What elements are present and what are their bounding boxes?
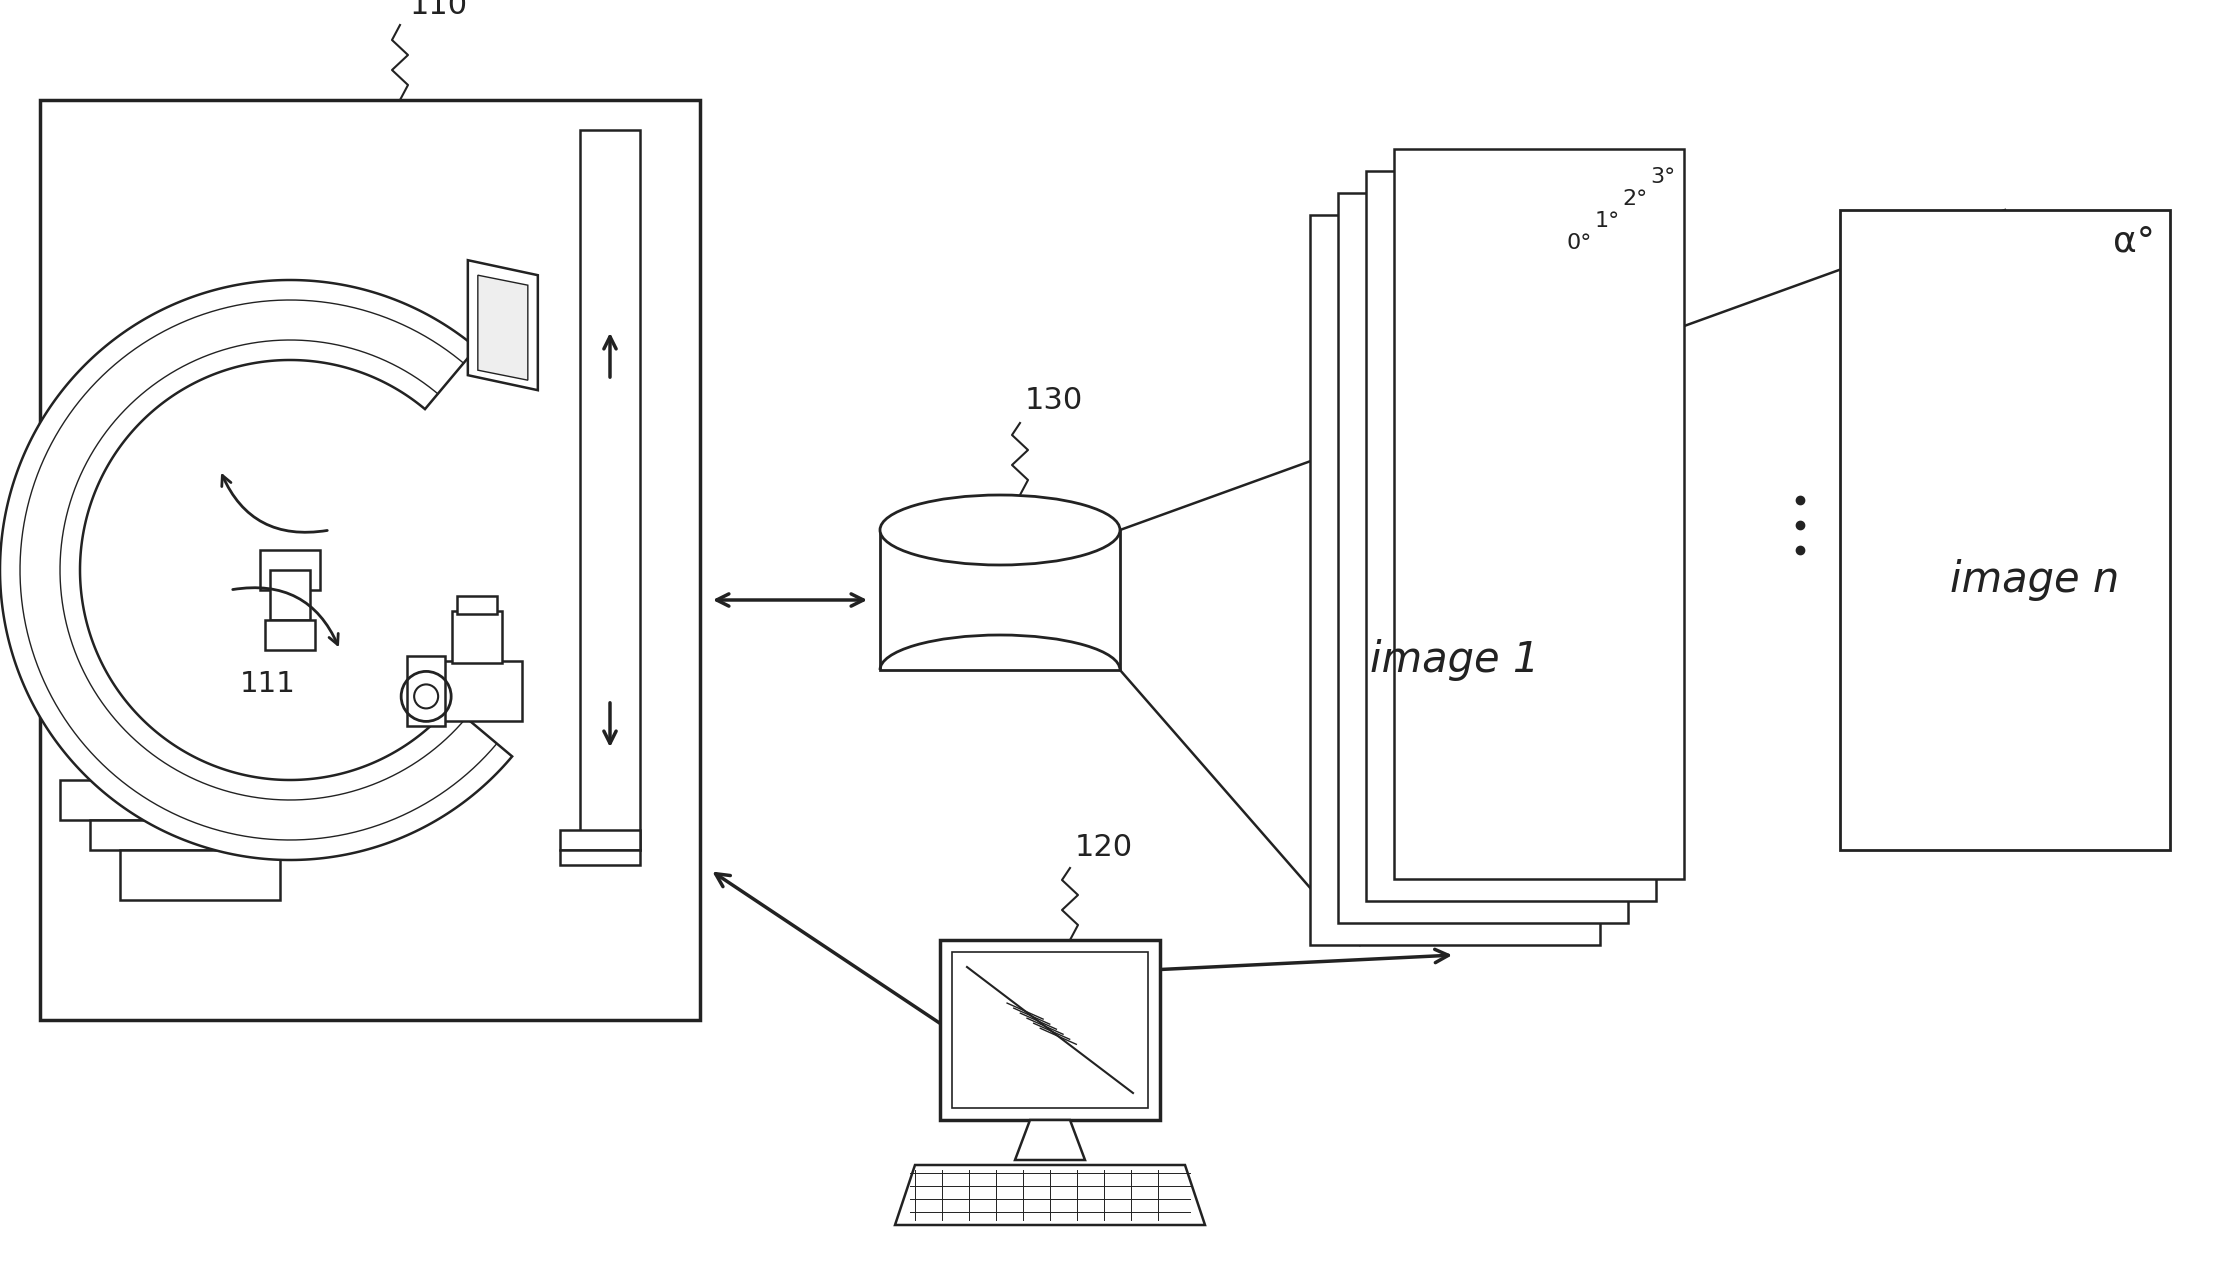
Polygon shape	[478, 275, 527, 380]
Bar	[1366, 171, 1656, 901]
Text: 111: 111	[239, 670, 297, 698]
Text: α°: α°	[2112, 225, 2154, 260]
Bar	[60, 780, 350, 820]
Bar	[266, 620, 314, 649]
Bar	[879, 530, 1120, 670]
Bar	[407, 656, 445, 727]
Polygon shape	[894, 1165, 1204, 1225]
Bar	[1395, 149, 1685, 879]
Bar	[91, 820, 321, 849]
Text: 120: 120	[1076, 833, 1134, 862]
Text: 0°: 0°	[1568, 233, 1592, 253]
Bar	[560, 849, 640, 865]
Polygon shape	[1014, 1120, 1085, 1160]
Bar	[941, 939, 1160, 1120]
Bar	[443, 661, 523, 722]
Text: database: database	[923, 590, 1078, 623]
Text: 110: 110	[410, 0, 467, 20]
Bar	[952, 952, 1149, 1108]
Text: 3°: 3°	[1652, 167, 1676, 187]
Bar	[580, 130, 640, 849]
Bar	[120, 849, 279, 900]
Bar	[1311, 215, 1601, 944]
Polygon shape	[0, 280, 511, 860]
Bar	[560, 830, 640, 849]
Text: 1°: 1°	[1594, 211, 1621, 230]
Bar	[270, 570, 310, 620]
Text: 2°: 2°	[1623, 189, 1647, 209]
Polygon shape	[467, 261, 538, 390]
Ellipse shape	[879, 495, 1120, 565]
Bar	[1840, 210, 2170, 849]
Bar	[452, 611, 503, 663]
Text: 130: 130	[1025, 386, 1083, 415]
Bar	[40, 100, 700, 1020]
Text: image 1: image 1	[1370, 639, 1539, 681]
Bar	[1337, 192, 1627, 923]
Bar	[259, 549, 321, 590]
Bar	[456, 596, 498, 614]
Text: image n: image n	[1951, 560, 2119, 601]
